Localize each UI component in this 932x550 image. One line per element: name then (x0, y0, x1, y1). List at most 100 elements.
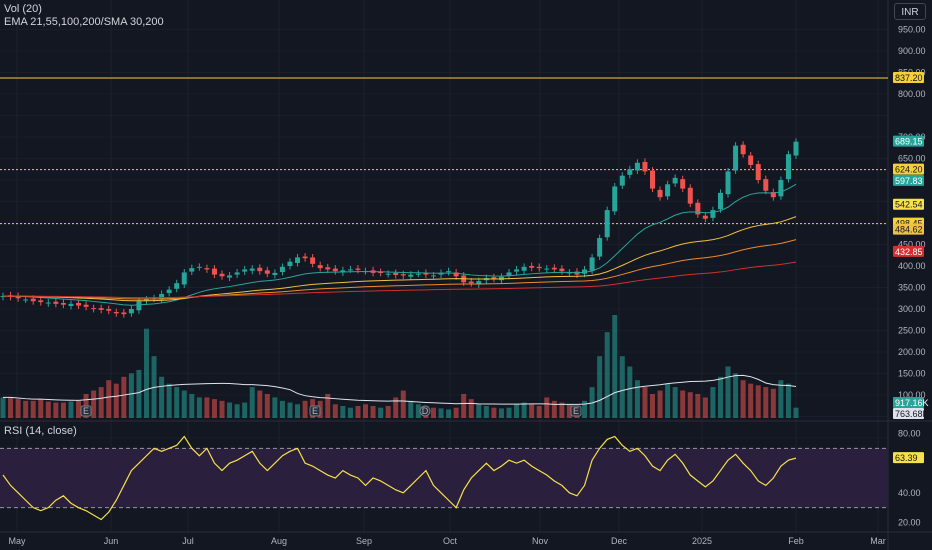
price-badge-label: 542.54 (895, 200, 923, 210)
candle-body (755, 164, 761, 180)
candle-body (317, 265, 323, 269)
rsi-series-line (2, 435, 797, 521)
volume-bar (234, 404, 240, 418)
candle-body (325, 267, 331, 270)
volume-bar (136, 369, 142, 418)
volume-bar (468, 399, 474, 418)
candle-body (227, 275, 233, 278)
volume-bar (529, 404, 535, 418)
volume-bar (385, 405, 391, 418)
candle-body (514, 269, 520, 272)
candle-body (634, 162, 640, 171)
candle-body (159, 293, 165, 300)
volume-bar (650, 393, 656, 418)
candle-body (347, 269, 353, 271)
candle-body (128, 309, 134, 314)
time-tick-label: Oct (443, 536, 458, 546)
price-badge-label: 484.62 (895, 225, 923, 235)
volume-bar (657, 390, 663, 418)
candle-body (378, 272, 384, 274)
candle-body (642, 161, 648, 172)
volume-bar (15, 399, 21, 418)
volume-bar (687, 392, 693, 418)
volume-bar (400, 390, 406, 418)
candle-body (121, 312, 127, 315)
price-badge (893, 408, 924, 419)
price-tick-label: 400.00 (898, 261, 926, 271)
candle-body (272, 272, 278, 276)
volume-bar (166, 383, 172, 418)
earnings-marker (570, 405, 582, 417)
volume-bar (672, 387, 678, 418)
volume-bar (536, 405, 542, 418)
volume-bar (755, 385, 761, 418)
ema-legend[interactable]: EMA 21,55,100,200/SMA 30,200 (4, 16, 164, 28)
candle-body (476, 281, 482, 285)
volume-bar (551, 400, 557, 418)
volume-bar (415, 404, 421, 418)
earnings-marker (80, 405, 92, 417)
volume-bar (680, 390, 686, 418)
price-tick-label: 40.00 (898, 488, 921, 498)
volume-bar (143, 328, 149, 418)
candle-body (680, 179, 686, 189)
candle-body (76, 302, 82, 306)
volume-bar (332, 404, 338, 418)
volume-bar (257, 390, 263, 418)
candle-body (53, 301, 59, 304)
price-tick-label: 200.00 (898, 347, 926, 357)
candle-body (83, 304, 89, 307)
price-badge (893, 245, 924, 257)
time-tick-label: Jul (182, 536, 194, 546)
candle-body (295, 257, 301, 263)
volume-bar (340, 405, 346, 418)
price-tick-label: 80.00 (898, 429, 921, 439)
ema-200-line (2, 261, 797, 299)
candle-body (657, 189, 663, 198)
volume-legend[interactable]: Vol (20) (4, 3, 42, 15)
price-badge (893, 223, 924, 235)
candle-body (536, 266, 542, 269)
volume-bar (295, 404, 301, 418)
candle-body (740, 144, 746, 155)
currency-button[interactable]: INR (894, 3, 926, 20)
moving-averages (2, 183, 797, 306)
volume-bars (0, 315, 799, 418)
candle-body (257, 267, 263, 272)
candle-body (400, 274, 406, 276)
volume-bar (287, 402, 293, 418)
volume-bar (748, 383, 754, 418)
volume-bar (227, 402, 233, 418)
candle-body (597, 238, 603, 257)
time-tick-label: Sep (356, 536, 372, 546)
volume-bar (770, 388, 776, 418)
candle-body (725, 171, 731, 195)
price-badge (893, 452, 924, 464)
candle-body (627, 169, 633, 175)
volume-bar (717, 376, 723, 418)
volume-bar (740, 380, 746, 418)
volume-bar (695, 393, 701, 418)
volume-bar (242, 402, 248, 418)
volume-bar (710, 387, 716, 418)
volume-bar (23, 400, 29, 418)
candle-body (302, 256, 308, 259)
candle-body (695, 202, 701, 215)
volume-bar (378, 407, 384, 418)
volume-bar (393, 397, 399, 418)
rsi-legend[interactable]: RSI (14, close) (4, 425, 77, 437)
volume-bar (408, 400, 414, 418)
ema-55-line (2, 216, 797, 302)
price-axis: 950.00900.00850.00800.00700.00650.00450.… (898, 25, 926, 528)
volume-bar (612, 315, 618, 418)
candle-body (91, 308, 97, 310)
volume-bar (174, 387, 180, 418)
volume-bar (347, 407, 353, 418)
candle-body (778, 180, 784, 197)
volume-bar (128, 373, 134, 418)
time-tick-label: Jun (104, 536, 119, 546)
candle-body (551, 267, 557, 270)
candle-body (264, 270, 270, 274)
price-badge-label: 63.39 (895, 453, 918, 463)
